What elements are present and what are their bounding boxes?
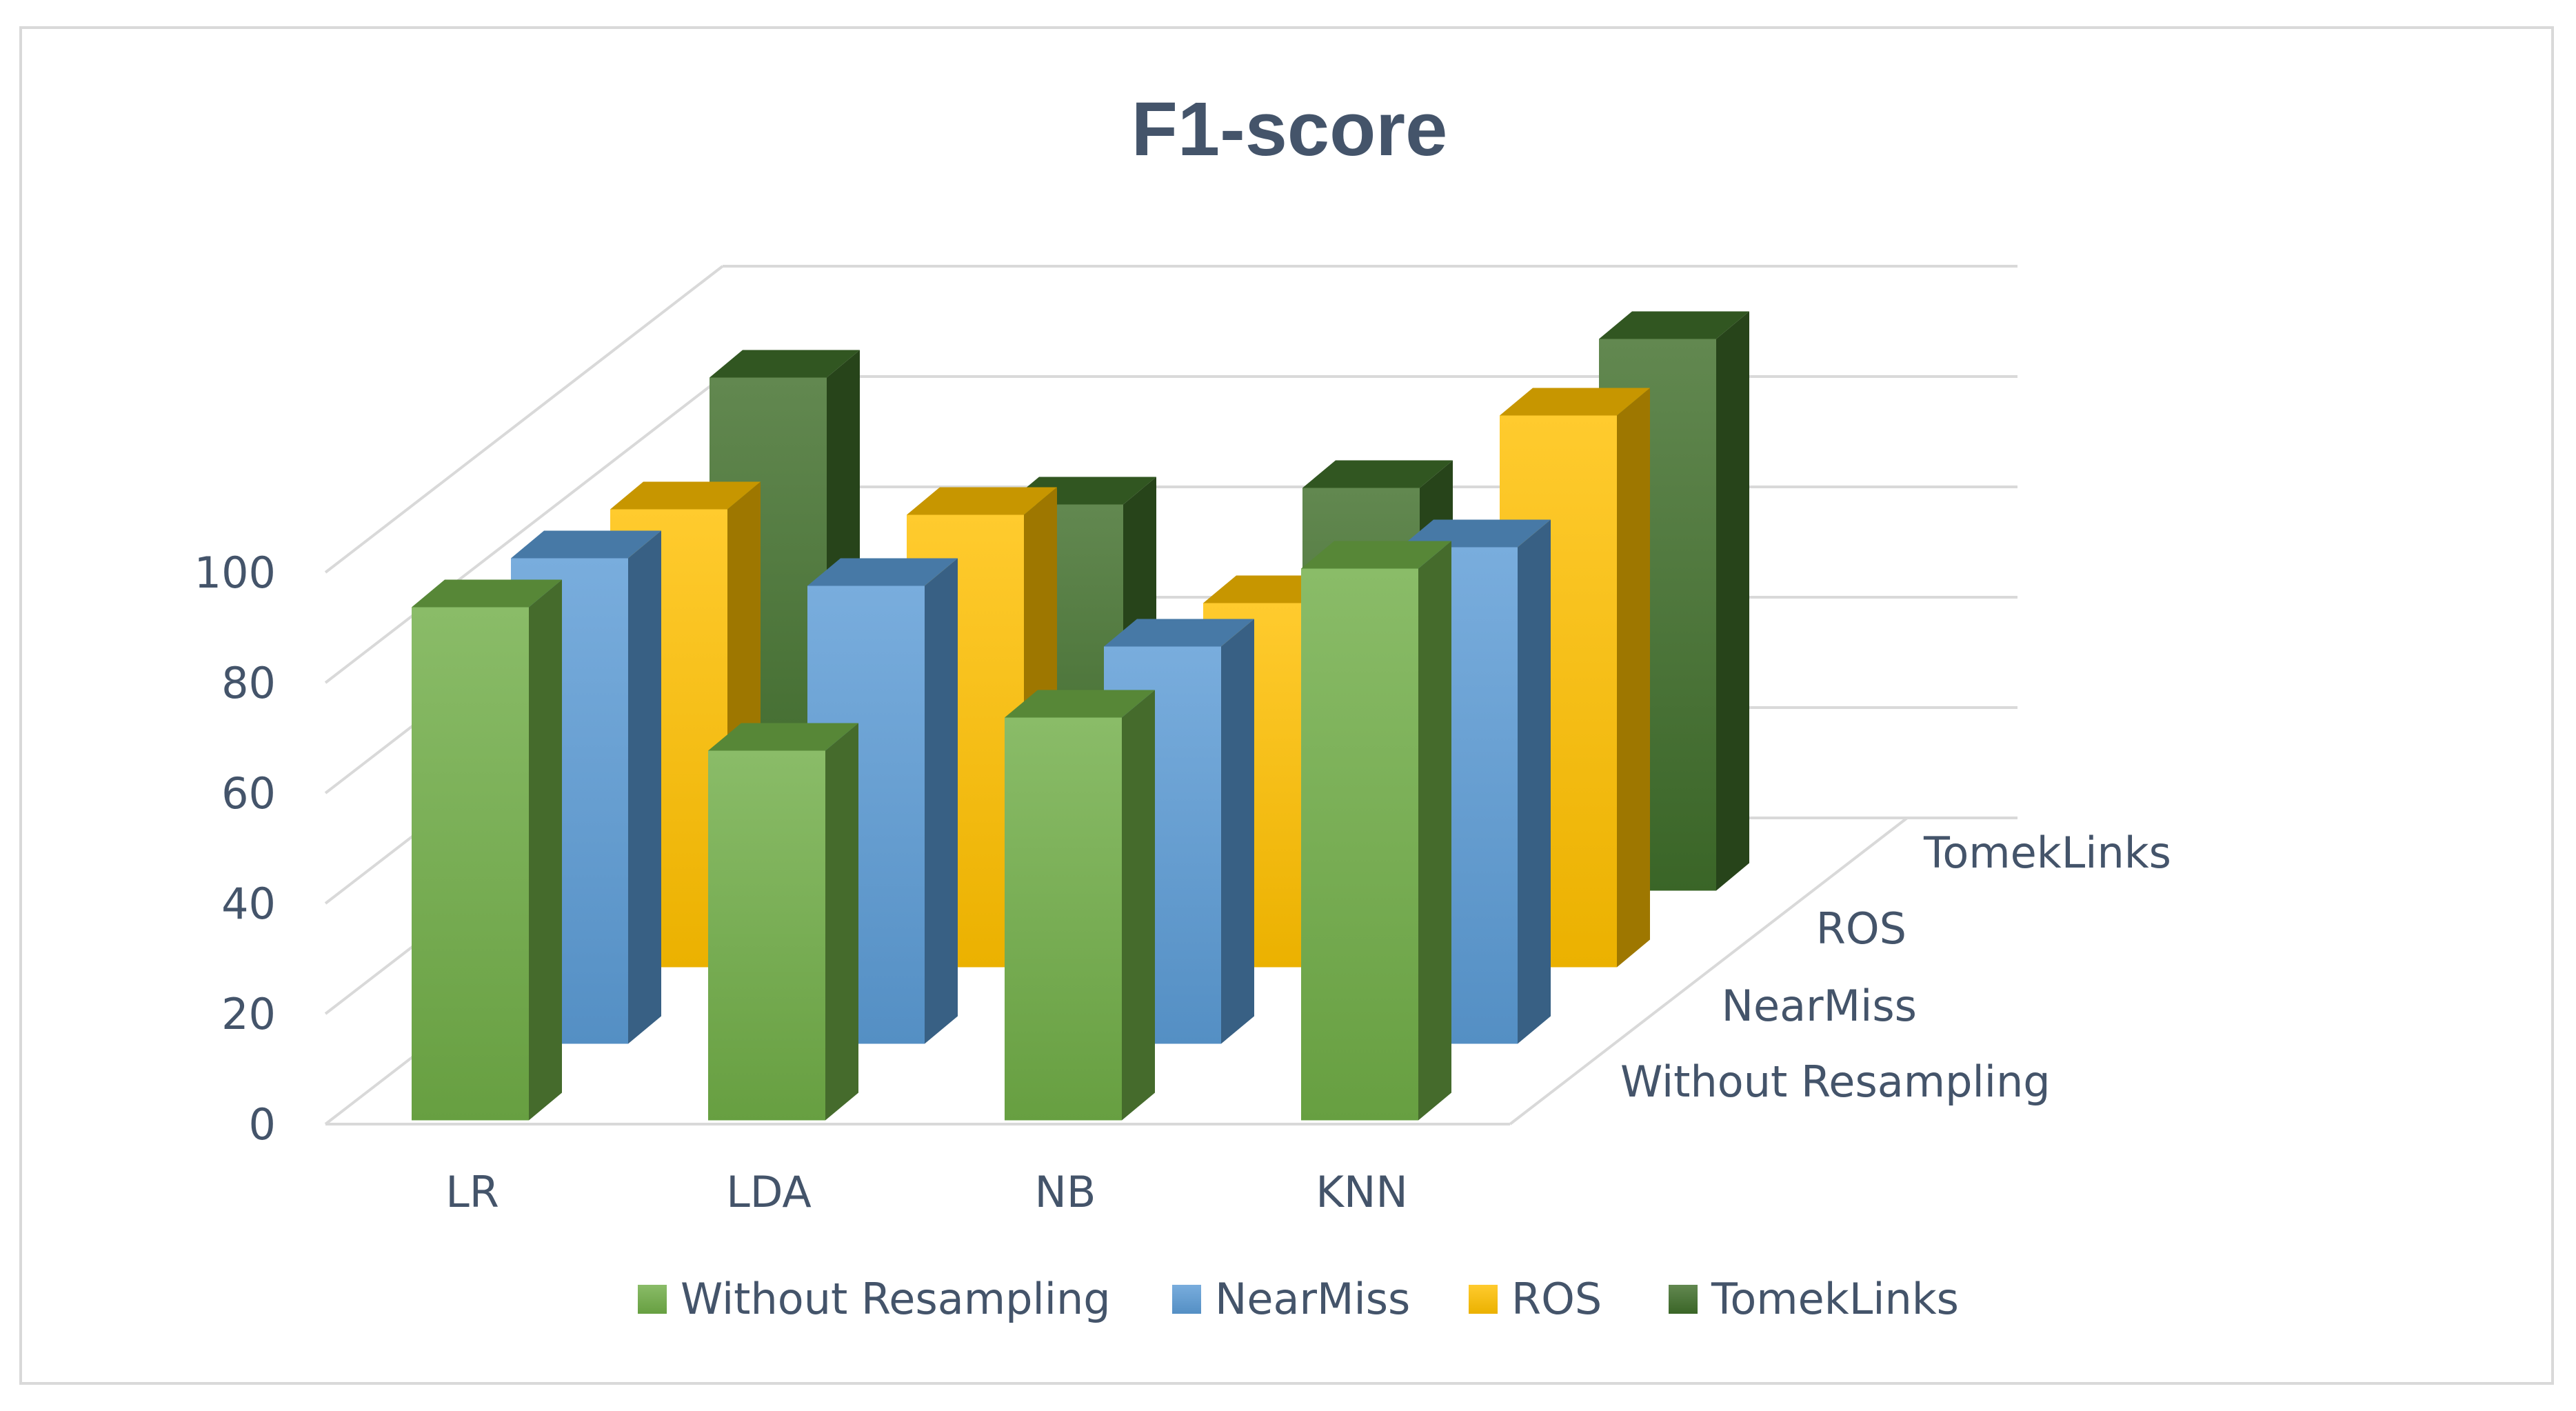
x-tick-label: LDA <box>726 1167 812 1217</box>
bar-top <box>1301 541 1451 569</box>
bar-without-resampling-lda <box>708 723 858 1121</box>
legend-item: ROS <box>1469 1274 1602 1324</box>
bar-top <box>1599 311 1749 339</box>
bar-side <box>825 723 858 1121</box>
depth-axis-label: NearMiss <box>1722 981 1917 1031</box>
legend-swatch <box>1669 1285 1698 1314</box>
depth-axis-label: TomekLinks <box>1923 828 2171 878</box>
bar-top <box>807 558 958 586</box>
legend-item: NearMiss <box>1172 1274 1410 1324</box>
bar-without-resampling-knn <box>1301 541 1451 1121</box>
bar-top <box>710 350 860 378</box>
bar-side <box>628 530 661 1044</box>
legend-label: NearMiss <box>1215 1274 1410 1324</box>
bar-top <box>907 487 1057 515</box>
bar-front <box>1301 568 1418 1121</box>
bar-front <box>708 750 825 1121</box>
legend-item: TomekLinks <box>1669 1274 1959 1324</box>
gridline-left-80 <box>324 375 724 684</box>
bar-top <box>708 723 858 751</box>
x-axis-ticks: LR LDA NB KNN <box>445 1167 1408 1217</box>
bar-side <box>1418 541 1451 1121</box>
bar-side <box>1716 311 1749 891</box>
legend-swatch <box>638 1285 667 1314</box>
bar-without-resampling-lr <box>412 579 562 1121</box>
bar-top <box>511 530 661 559</box>
y-tick-label: 0 <box>249 1099 276 1150</box>
bar-top <box>412 579 562 608</box>
bar-top <box>1500 388 1650 416</box>
y-tick-label: 20 <box>221 989 276 1039</box>
legend-item: Without Resampling <box>638 1274 1111 1324</box>
y-tick-label: 40 <box>221 879 276 929</box>
chart-title: F1-score <box>1131 87 1448 172</box>
bar-side <box>1617 388 1650 968</box>
bar-top <box>1104 619 1254 647</box>
depth-axis-label: ROS <box>1816 903 1906 954</box>
bar-top <box>610 481 761 510</box>
y-tick-label: 60 <box>221 768 276 819</box>
legend-swatch <box>1469 1285 1498 1314</box>
bar-top <box>1400 519 1551 548</box>
y-tick-label: 80 <box>221 658 276 708</box>
bar-side <box>1221 619 1254 1044</box>
legend-label: ROS <box>1511 1274 1602 1324</box>
bar-side <box>529 579 562 1121</box>
depth-axis-labels: Without Resampling NearMiss ROS TomekLinks <box>1620 828 2171 1107</box>
floor-right-edge <box>1509 817 1909 1125</box>
bar-top <box>1302 460 1453 488</box>
x-tick-label: LR <box>445 1167 499 1217</box>
x-tick-label: NB <box>1035 1167 1096 1217</box>
bar-side <box>1518 519 1551 1044</box>
legend: Without Resampling NearMiss ROS TomekLinks <box>638 1274 1959 1324</box>
bar-front <box>1005 717 1122 1121</box>
bar-side <box>925 558 958 1044</box>
y-axis-ticks: 0 20 40 60 80 100 <box>194 548 276 1150</box>
legend-label: Without Resampling <box>681 1274 1111 1324</box>
depth-axis-label: Without Resampling <box>1620 1057 2051 1107</box>
y-tick-label: 100 <box>194 548 276 598</box>
legend-label: TomekLinks <box>1711 1274 1959 1324</box>
gridline-left-100 <box>324 265 724 574</box>
x-tick-label: KNN <box>1316 1167 1407 1217</box>
bar-side <box>1122 690 1155 1121</box>
bar-front <box>412 607 529 1121</box>
legend-swatch <box>1172 1285 1201 1314</box>
bar-top <box>1005 690 1155 718</box>
bar-without-resampling-nb <box>1005 690 1155 1121</box>
bars <box>412 311 1749 1121</box>
